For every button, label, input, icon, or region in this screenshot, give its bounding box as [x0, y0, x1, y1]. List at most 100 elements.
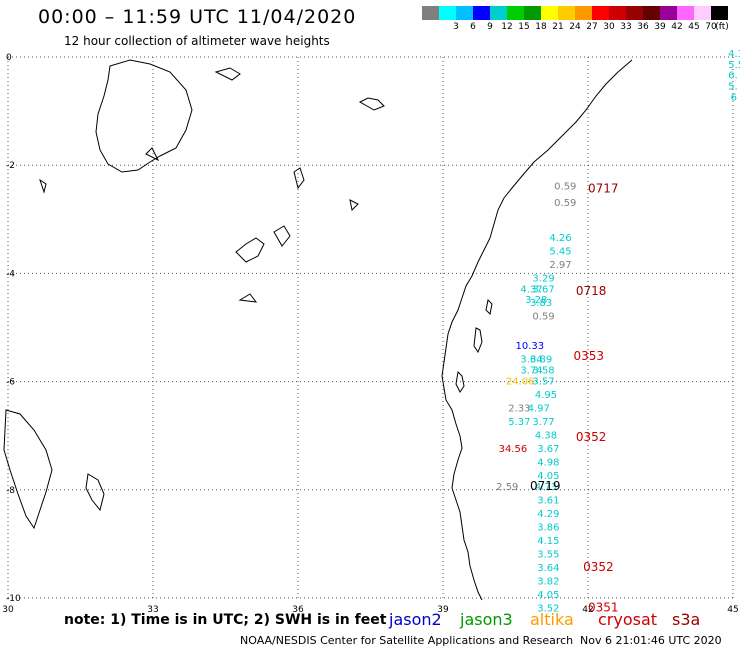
wave-height-value: 5.45 [549, 246, 571, 257]
wave-height-value: 34.56 [499, 444, 528, 455]
pass-time-label: 0352 [576, 430, 607, 444]
lake-natron [293, 167, 305, 190]
wave-height-value: 0.59 [532, 311, 554, 322]
satellite-label: altika [530, 610, 574, 629]
y-tick-label: -10 [6, 594, 21, 604]
pass-time-labels: 0717 0718 0353 0352 0719 0352 0351 [530, 181, 619, 614]
pass-time-label: 0719 [530, 479, 561, 493]
legend-tick: 18 [535, 22, 547, 32]
legend-tick: 30 [603, 22, 615, 32]
wave-height-value: 5.37 [508, 417, 530, 428]
legend-tick: 70 [705, 22, 717, 32]
satellite-label: s3a [672, 610, 701, 629]
zanzibar-island [473, 327, 483, 354]
legend-swatch [439, 6, 456, 20]
legend-swatch [507, 6, 524, 20]
lake-fragment-1 [358, 97, 385, 111]
wave-height-value: 4.38 [535, 430, 557, 441]
wave-height-value: 4.26 [549, 233, 571, 244]
legend-swatch [575, 6, 592, 20]
wave-height-value: 4.97 [528, 403, 550, 414]
map-subtitle: 12 hour collection of altimeter wave hei… [64, 34, 330, 48]
y-tick-label: -8 [6, 486, 15, 496]
credit-text: NOAA/NESDIS Center for Satellite Applica… [240, 634, 574, 647]
wave-height-value: 2.33 [508, 403, 530, 414]
coastline [3, 59, 633, 601]
legend-tick: 27 [586, 22, 598, 32]
legend-swatch [626, 6, 643, 20]
legend-tick: 42 [671, 22, 683, 32]
legend-tick: 12 [501, 22, 513, 32]
wave-height-value: 0.59 [554, 198, 576, 209]
legend-tick: 39 [654, 22, 666, 32]
wave-height-value: 3.57 [532, 376, 554, 387]
x-tick-label: 33 [147, 605, 158, 615]
wave-height-value: 3.86 [537, 522, 559, 533]
color-legend [422, 6, 728, 20]
satellite-label: cryosat [598, 610, 658, 629]
map-title: 00:00 – 11:59 UTC 11/04/2020 [38, 6, 357, 28]
wave-height-value: 3.29 [532, 274, 554, 285]
wave-height-value: 6. [728, 71, 738, 82]
lake-victoria [95, 59, 193, 173]
wave-height-value: 24.06 [506, 376, 535, 387]
legend-swatch [541, 6, 558, 20]
wave-height-value: 2.97 [549, 260, 571, 271]
pass-time-label: 0352 [583, 560, 614, 574]
wave-height-value: 4.37 [520, 284, 542, 295]
legend-tick: 45 [688, 22, 700, 32]
wave-height-value: 3.58 [532, 365, 554, 376]
legend-swatch [456, 6, 473, 20]
lat-lon-grid [7, 56, 734, 599]
lake-fragment-2 [39, 178, 47, 194]
x-tick-label: 45 [727, 605, 738, 615]
legend-swatch [422, 6, 439, 20]
legend-tick: 33 [620, 22, 632, 32]
wave-height-value: 3.64 [537, 563, 559, 574]
generation-timestamp: Nov 6 21:01:46 UTC 2020 [580, 634, 722, 647]
wave-height-value: 3.74 [520, 365, 542, 376]
wave-height-value: 4.29 [537, 509, 559, 520]
legend-swatch [524, 6, 541, 20]
wave-height-value: 10.33 [516, 341, 545, 352]
pass-time-label: 0353 [574, 349, 605, 363]
pass-time-label: 0351 [588, 601, 619, 615]
satellite-label: jason3 [460, 610, 513, 629]
wave-height-value: 3.52 [537, 604, 559, 615]
wave-height-value: 5. [728, 81, 738, 92]
x-tick-label: 39 [437, 605, 449, 615]
wave-height-value: 4.73 [535, 482, 557, 493]
wave-height-value: 4.05 [537, 590, 559, 601]
lake-manyara [273, 225, 291, 247]
legend-tick: 6 [470, 22, 476, 32]
legend-swatch [660, 6, 677, 20]
legend-swatch [643, 6, 660, 20]
legend-swatch [694, 6, 711, 20]
x-tick-label: 42 [582, 605, 593, 615]
wave-height-value: 3.77 [532, 417, 554, 428]
footer-note: note: 1) Time is in UTC; 2) SWH is in fe… [64, 612, 387, 628]
lake-eyasi [235, 237, 265, 263]
pass-time-label: 0717 [588, 181, 619, 195]
legend-swatch [609, 6, 626, 20]
wave-height-value: 3.83 [530, 298, 552, 309]
wave-height-value: 5.5 [728, 60, 740, 71]
wave-height-value: 3.28 [525, 295, 547, 306]
legend-tick: 3 [453, 22, 459, 32]
wave-height-readings: 0.590.594.265.452.973.294.373.673.283.83… [496, 49, 740, 615]
lake-fragment-3 [145, 147, 160, 162]
legend-swatch [711, 6, 728, 20]
legend-unit: (ft) [715, 22, 729, 32]
lake-fragment-4 [214, 67, 241, 81]
x-tick-label: 30 [2, 605, 14, 615]
lake-tanganyika [3, 409, 53, 530]
y-tick-label: -4 [6, 269, 15, 279]
legend-tick: 9 [487, 22, 493, 32]
legend-swatch [490, 6, 507, 20]
legend-tick: 15 [518, 22, 530, 32]
wave-height-value: 3.67 [532, 284, 554, 295]
mafia-island [455, 370, 465, 393]
wave-height-value: 4.95 [535, 390, 557, 401]
wave-height-value: 4.3 [728, 49, 740, 60]
africa-east-coast [441, 59, 633, 601]
